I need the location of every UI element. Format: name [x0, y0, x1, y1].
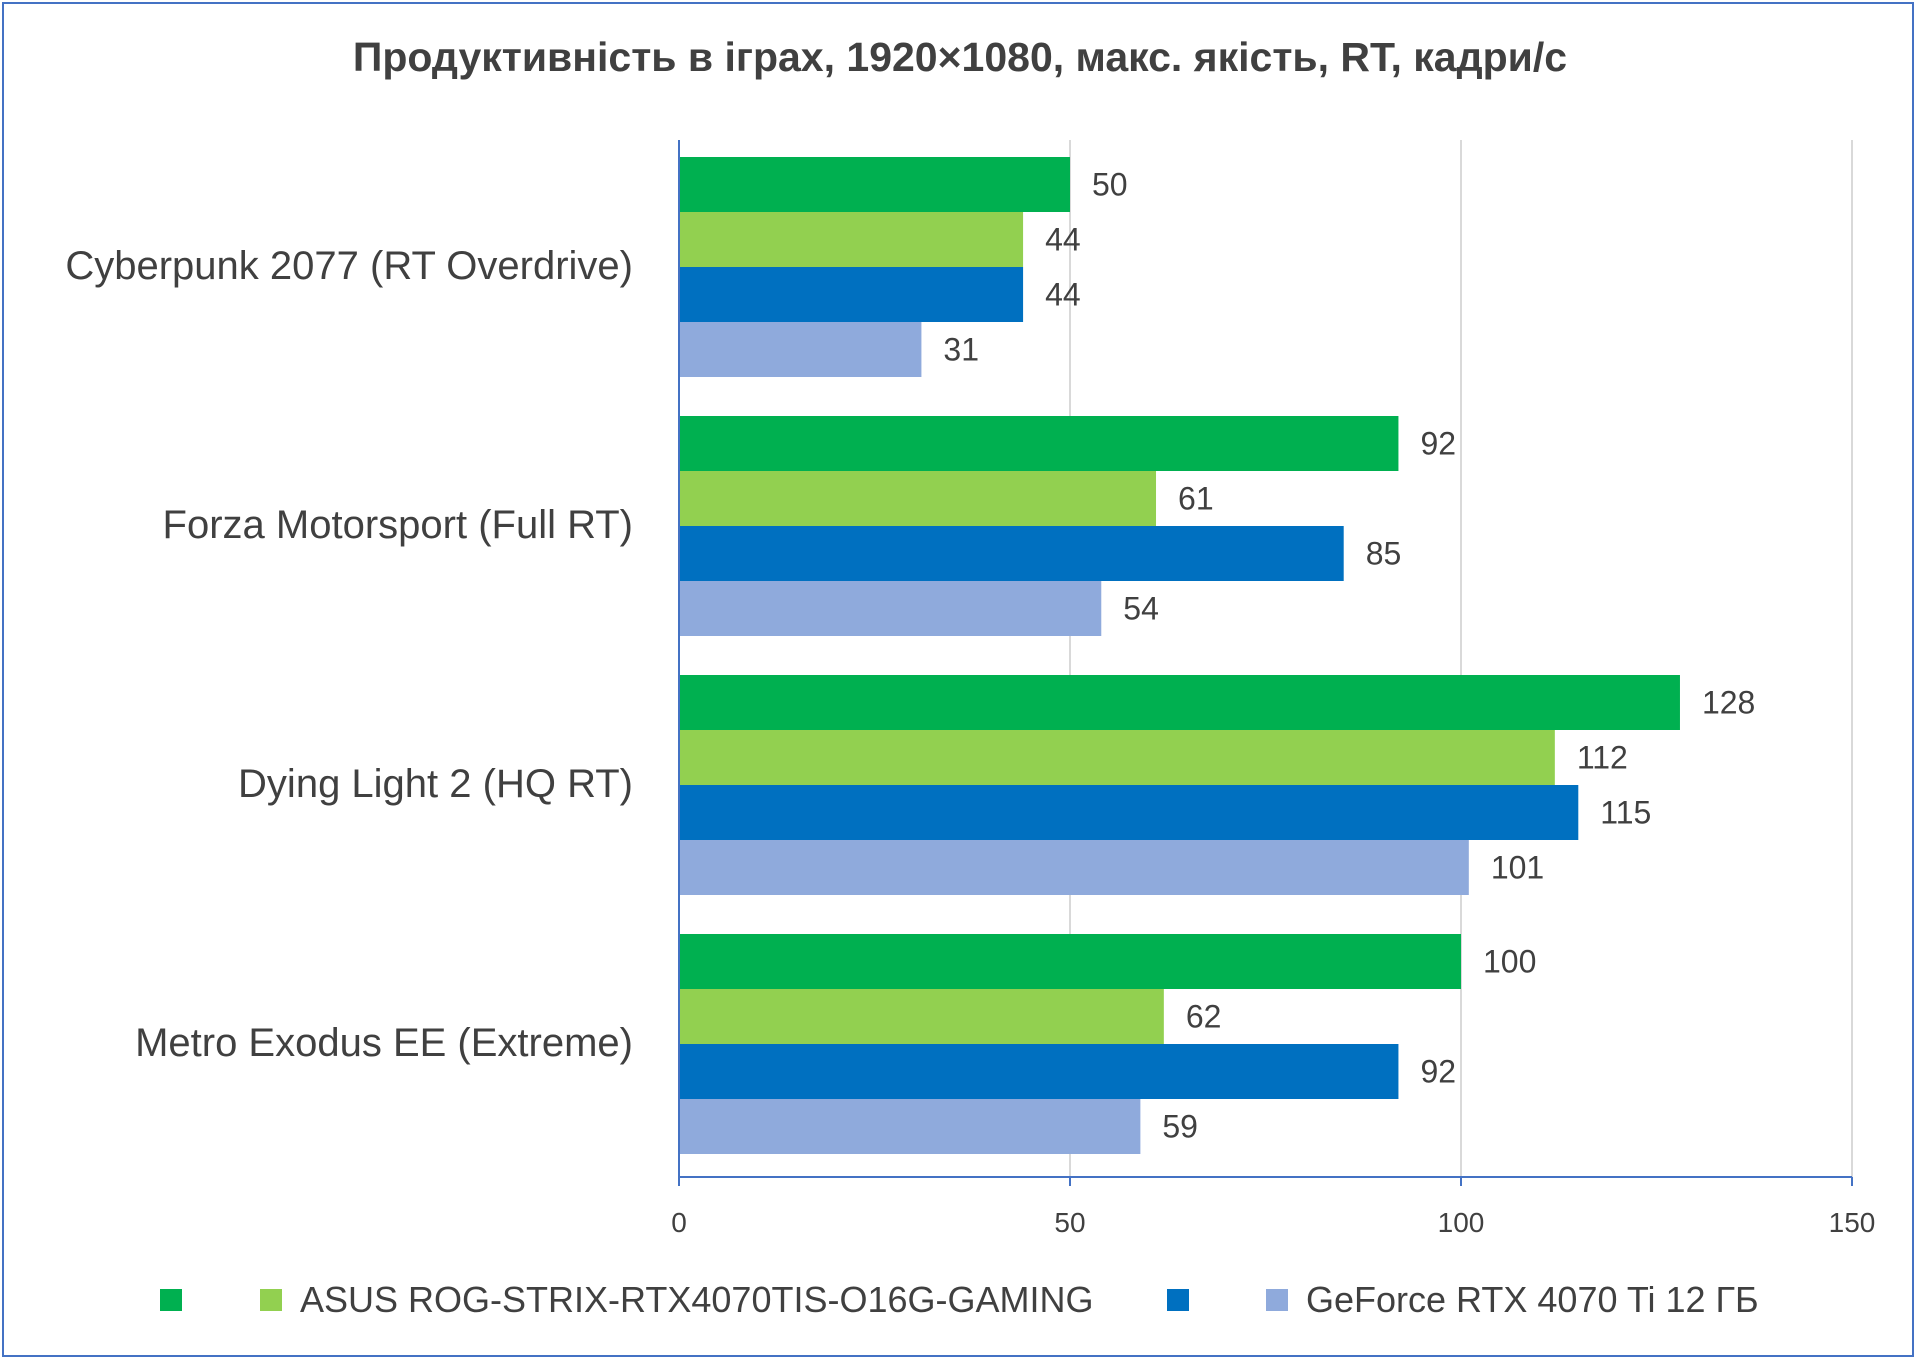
bar-3-series-3 — [679, 785, 1579, 840]
data-label-4-series-4: 59 — [1162, 1109, 1198, 1145]
data-label-4-series-1: 100 — [1483, 944, 1536, 980]
category-label-1: Cyberpunk 2077 (RT Overdrive) — [65, 244, 633, 288]
bar-2-series-1 — [679, 416, 1399, 471]
data-label-2-series-4: 54 — [1123, 591, 1159, 627]
bar-2-series-2 — [679, 471, 1157, 526]
legend-swatch-series-1 — [160, 1289, 182, 1311]
category-label-2: Forza Motorsport (Full RT) — [163, 503, 633, 547]
data-label-1-series-2: 44 — [1045, 222, 1081, 258]
bar-4-series-2 — [679, 989, 1164, 1044]
bar-4-series-4 — [679, 1099, 1141, 1154]
legend-swatch-series-3 — [1167, 1289, 1189, 1311]
x-tick-label-150: 150 — [1829, 1207, 1876, 1238]
bar-2-series-3 — [679, 526, 1344, 581]
data-label-2-series-1: 92 — [1420, 426, 1456, 462]
bar-1-series-2 — [679, 212, 1024, 267]
x-tick-label-50: 50 — [1054, 1207, 1085, 1238]
bar-1-series-3 — [679, 267, 1024, 322]
chart-title: Продуктивність в іграх, 1920×1080, макс.… — [352, 34, 1568, 80]
data-label-1-series-1: 50 — [1092, 167, 1128, 203]
legend-item-series-3 — [1167, 1272, 1207, 1328]
bar-2-series-4 — [679, 581, 1102, 636]
data-label-1-series-4: 31 — [943, 332, 979, 368]
data-label-2-series-2: 61 — [1178, 481, 1214, 517]
data-label-3-series-1: 128 — [1702, 685, 1755, 721]
legend-item-series-1 — [160, 1272, 200, 1328]
legend-item-series-4: GeForce RTX 4070 Ti 12 ГБ — [1266, 1272, 1759, 1328]
data-label-3-series-4: 101 — [1491, 850, 1544, 886]
legend-item-series-2: ASUS ROG-STRIX-RTX4070TIS-O16G-GAMING — [260, 1272, 1094, 1328]
data-label-4-series-2: 62 — [1186, 999, 1222, 1035]
chart-legend: ASUS ROG-STRIX-RTX4070TIS-O16G-GAMING Ge… — [0, 1272, 1920, 1328]
legend-swatch-series-4 — [1266, 1289, 1288, 1311]
legend-label-series-4: GeForce RTX 4070 Ti 12 ГБ — [1306, 1279, 1759, 1320]
category-label-3: Dying Light 2 (HQ RT) — [238, 762, 633, 806]
bar-3-series-1 — [679, 675, 1680, 730]
legend-label-series-2: ASUS ROG-STRIX-RTX4070TIS-O16G-GAMING — [300, 1279, 1094, 1320]
bar-4-series-3 — [679, 1044, 1399, 1099]
bar-1-series-4 — [679, 322, 922, 377]
data-label-3-series-2: 112 — [1577, 740, 1628, 776]
data-label-1-series-3: 44 — [1045, 277, 1081, 313]
bar-3-series-4 — [679, 840, 1469, 895]
bar-3-series-2 — [679, 730, 1555, 785]
data-label-3-series-3: 115 — [1600, 795, 1651, 831]
bar-4-series-1 — [679, 934, 1461, 989]
x-tick-label-100: 100 — [1438, 1207, 1485, 1238]
x-tick-label-0: 0 — [671, 1207, 687, 1238]
data-label-2-series-3: 85 — [1366, 536, 1402, 572]
data-label-4-series-3: 92 — [1420, 1054, 1456, 1090]
bar-1-series-1 — [679, 157, 1070, 212]
category-label-4: Metro Exodus EE (Extreme) — [135, 1021, 633, 1065]
legend-swatch-series-2 — [260, 1289, 282, 1311]
